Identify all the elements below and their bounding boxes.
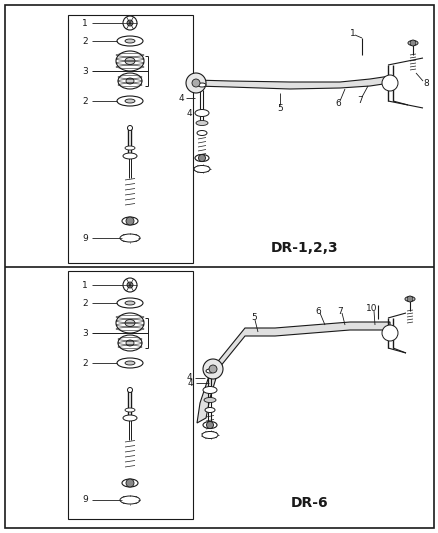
Text: 6: 6	[314, 306, 320, 316]
Text: 5: 5	[276, 103, 282, 112]
Ellipse shape	[123, 415, 137, 421]
Ellipse shape	[123, 153, 137, 159]
Circle shape	[127, 282, 133, 288]
Circle shape	[186, 73, 205, 93]
Ellipse shape	[117, 96, 143, 106]
Ellipse shape	[204, 398, 215, 402]
Circle shape	[123, 16, 137, 30]
Ellipse shape	[194, 109, 208, 117]
Text: 3: 3	[82, 328, 88, 337]
Text: 1: 1	[82, 19, 88, 28]
Polygon shape	[197, 365, 219, 423]
Ellipse shape	[117, 36, 143, 46]
Circle shape	[198, 155, 205, 161]
Ellipse shape	[126, 340, 134, 346]
Circle shape	[191, 79, 200, 87]
Text: 7: 7	[356, 95, 362, 104]
Ellipse shape	[125, 301, 135, 305]
Text: 4: 4	[186, 374, 191, 383]
Ellipse shape	[197, 131, 207, 135]
Ellipse shape	[120, 496, 140, 504]
Text: 6: 6	[334, 99, 340, 108]
Ellipse shape	[205, 408, 215, 413]
Ellipse shape	[125, 319, 135, 327]
Text: 2: 2	[82, 359, 88, 367]
Ellipse shape	[404, 296, 414, 302]
Text: 5: 5	[251, 312, 256, 321]
Ellipse shape	[125, 99, 135, 103]
Ellipse shape	[127, 387, 132, 392]
Circle shape	[409, 40, 415, 46]
Ellipse shape	[198, 83, 205, 87]
Polygon shape	[215, 322, 389, 373]
Ellipse shape	[125, 361, 135, 365]
Text: 3: 3	[82, 67, 88, 76]
Ellipse shape	[201, 432, 218, 439]
Text: 4: 4	[178, 93, 184, 102]
Ellipse shape	[117, 358, 143, 368]
Ellipse shape	[116, 51, 144, 71]
Ellipse shape	[126, 78, 134, 84]
Ellipse shape	[118, 335, 141, 351]
Circle shape	[126, 479, 134, 487]
Circle shape	[206, 422, 213, 429]
Ellipse shape	[202, 386, 216, 393]
Ellipse shape	[125, 408, 135, 412]
Text: 4: 4	[186, 109, 191, 117]
Ellipse shape	[127, 125, 132, 131]
Text: 9: 9	[82, 496, 88, 505]
Text: 1: 1	[350, 28, 355, 37]
Ellipse shape	[202, 422, 216, 429]
Circle shape	[381, 325, 397, 341]
Ellipse shape	[125, 58, 135, 64]
Ellipse shape	[407, 41, 417, 45]
Text: 10: 10	[365, 303, 377, 312]
Bar	[68, 271, 193, 519]
Text: DR-6: DR-6	[290, 496, 328, 510]
Text: 2: 2	[82, 36, 88, 45]
Circle shape	[381, 75, 397, 91]
Ellipse shape	[125, 146, 135, 150]
Text: 1: 1	[82, 280, 88, 289]
Circle shape	[202, 359, 223, 379]
Ellipse shape	[194, 155, 208, 161]
Text: 4: 4	[187, 378, 193, 387]
Circle shape	[126, 217, 134, 225]
Polygon shape	[194, 76, 389, 89]
Ellipse shape	[194, 166, 209, 173]
Text: 7: 7	[336, 306, 342, 316]
Ellipse shape	[205, 369, 213, 373]
Bar	[68, 15, 193, 263]
Ellipse shape	[117, 298, 143, 308]
Circle shape	[208, 365, 216, 373]
Circle shape	[406, 296, 412, 302]
Ellipse shape	[122, 479, 138, 487]
Text: 8: 8	[422, 78, 428, 87]
Text: 2: 2	[82, 96, 88, 106]
Ellipse shape	[116, 313, 144, 333]
Ellipse shape	[195, 120, 208, 125]
Ellipse shape	[120, 234, 140, 242]
Ellipse shape	[118, 73, 141, 89]
Circle shape	[123, 278, 137, 292]
Text: 2: 2	[82, 298, 88, 308]
Text: DR-1,2,3: DR-1,2,3	[271, 241, 338, 255]
Text: 9: 9	[82, 233, 88, 243]
Circle shape	[127, 20, 133, 26]
Ellipse shape	[122, 217, 138, 225]
Ellipse shape	[125, 39, 135, 43]
